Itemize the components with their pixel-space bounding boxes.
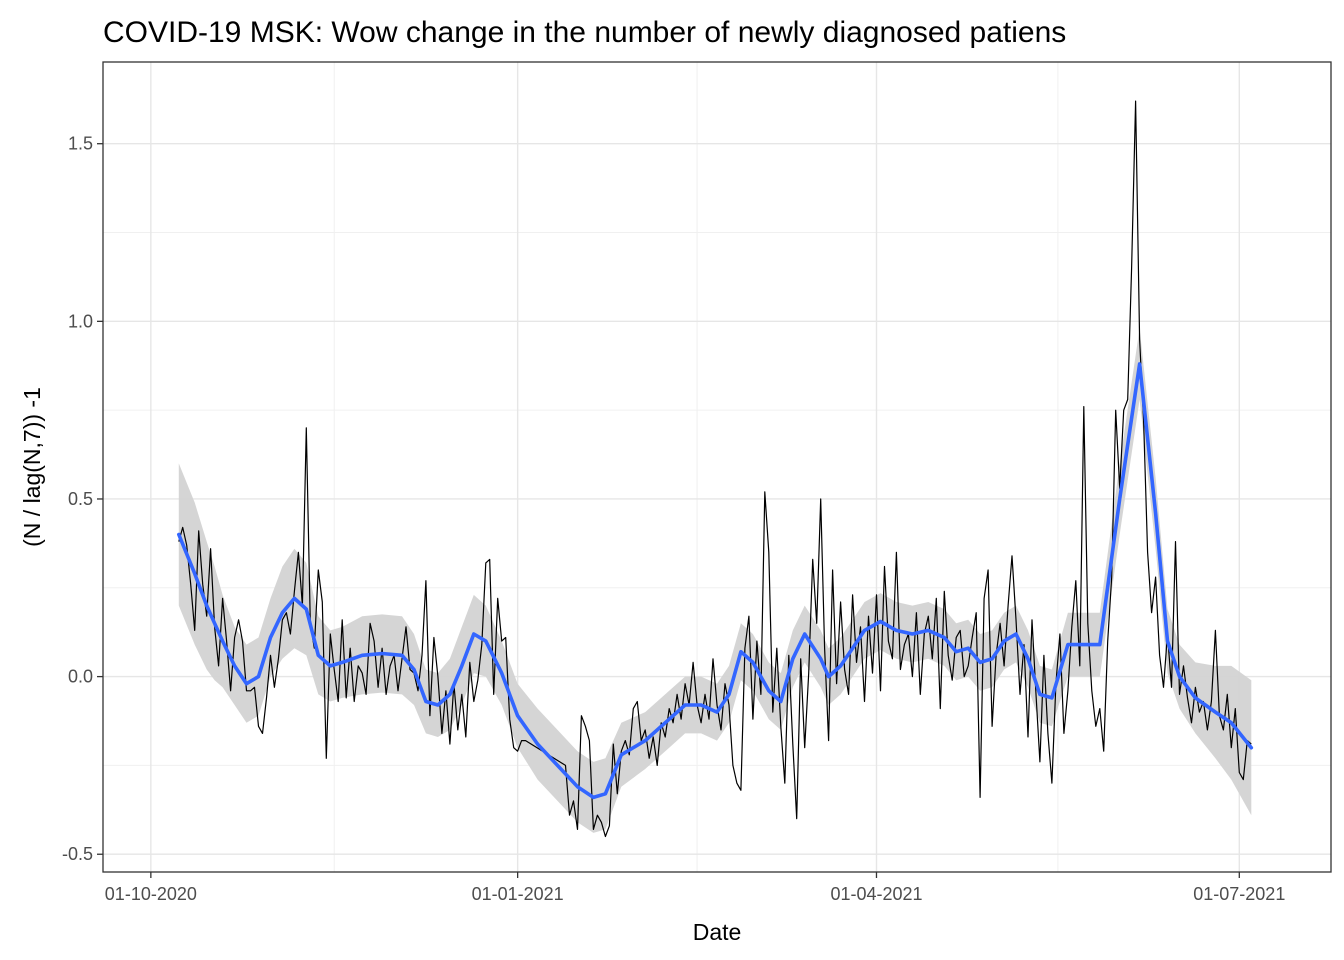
y-tick-label: 1.0 (68, 311, 93, 331)
y-axis-title: (N / lag(N,7)) -1 (19, 387, 45, 547)
plot-panel (103, 62, 1331, 872)
y-tick-label: -0.5 (62, 844, 93, 864)
x-tick-label: 01-01-2021 (472, 884, 564, 904)
raw-series-line (178, 100, 1252, 838)
x-tick-label: 01-04-2021 (830, 884, 922, 904)
chart-title: COVID-19 MSK: Wow change in the number o… (103, 16, 1066, 49)
y-axis: -0.5 0.0 0.5 1.0 1.5 (62, 134, 103, 864)
smooth-series-line (177, 362, 1254, 800)
raw-series-layer (178, 100, 1252, 838)
x-tick-label: 01-07-2021 (1193, 884, 1285, 904)
x-axis-title: Date (693, 919, 742, 945)
smooth-series-layer (177, 362, 1254, 800)
plot-border (102, 61, 1332, 873)
y-tick-label: 1.5 (68, 134, 93, 154)
y-tick-label: 0.0 (68, 667, 93, 687)
x-tick-label: 01-10-2020 (105, 884, 197, 904)
y-tick-label: 0.5 (68, 489, 93, 509)
x-axis: 01-10-2020 01-01-2021 01-04-2021 01-07-2021 (105, 872, 1285, 904)
